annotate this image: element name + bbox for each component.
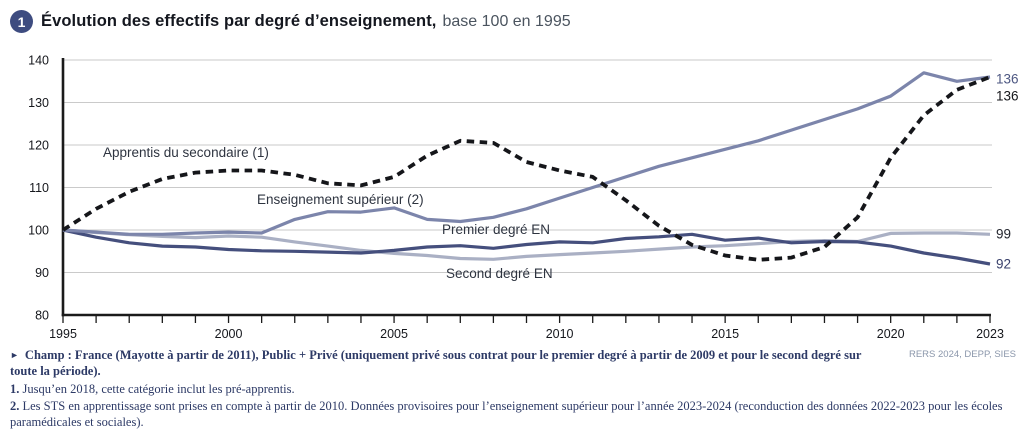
x-tick-label: 2000 — [215, 327, 243, 341]
y-tick-label: 80 — [35, 309, 49, 323]
x-tick-label: 2010 — [546, 327, 574, 341]
y-tick-label: 90 — [35, 266, 49, 280]
y-tick-label: 130 — [28, 96, 49, 110]
series-label-3: Premier degré EN — [442, 222, 550, 237]
figure-number-badge: 1 — [10, 10, 33, 33]
footnote-2-number: 2. — [10, 398, 20, 413]
series-label-2: Enseignement supérieur (2) — [257, 192, 424, 207]
source-label: RERS 2024, DEPP, SIES — [908, 349, 1016, 360]
series-end-value-2: 136 — [996, 72, 1019, 87]
figure-title: Évolution des effectifs par degré d’ense… — [41, 12, 437, 30]
series-line-2 — [62, 71, 991, 236]
x-tick-label: 2020 — [877, 327, 905, 341]
x-tick-label: 2005 — [380, 327, 408, 341]
y-tick-label: 120 — [28, 139, 49, 153]
footnote-1: 1. Jusqu’en 2018, cette catégorie inclut… — [10, 381, 1016, 397]
figure-subtitle: base 100 en 1995 — [442, 12, 571, 30]
scope-note: ► Champ : France (Mayotte à partir de 201… — [10, 347, 898, 380]
footnote-2-text: Les STS en apprentissage sont prises en … — [10, 398, 1003, 429]
figure-header: 1 Évolution des effectifs par degré d’en… — [10, 10, 571, 33]
series-line-3 — [62, 228, 991, 266]
series-end-value-1: 136 — [996, 89, 1019, 104]
figure-footer: ► Champ : France (Mayotte à partir de 201… — [10, 347, 1016, 430]
footnote-1-number: 1. — [10, 381, 20, 396]
footnote-2: 2. Les STS en apprentissage sont prises … — [10, 398, 1016, 430]
scope-note-text: Champ : France (Mayotte à partir de 2011… — [10, 348, 862, 379]
x-tick-label: 2015 — [711, 327, 739, 341]
series-label-4: Second degré EN — [446, 266, 553, 281]
y-tick-label: 100 — [28, 224, 49, 238]
x-tick-label: 1995 — [49, 327, 77, 341]
arrow-right-icon: ► — [10, 350, 19, 360]
x-tick-label: 2023 — [976, 327, 1004, 341]
series-line-1 — [61, 75, 991, 262]
footnote-1-text: Jusqu’en 2018, cette catégorie inclut le… — [22, 381, 295, 396]
series-end-value-3: 92 — [996, 257, 1011, 272]
y-tick-label: 110 — [29, 181, 49, 195]
line-chart: 80 90 100 110 120 130 140 1995 2000 2005 2010 2015 2… — [28, 54, 1019, 342]
series-end-value-4: 99 — [996, 227, 1011, 242]
y-tick-label: 140 — [28, 54, 49, 68]
series-label-1: Apprentis du secondaire (1) — [103, 145, 269, 160]
